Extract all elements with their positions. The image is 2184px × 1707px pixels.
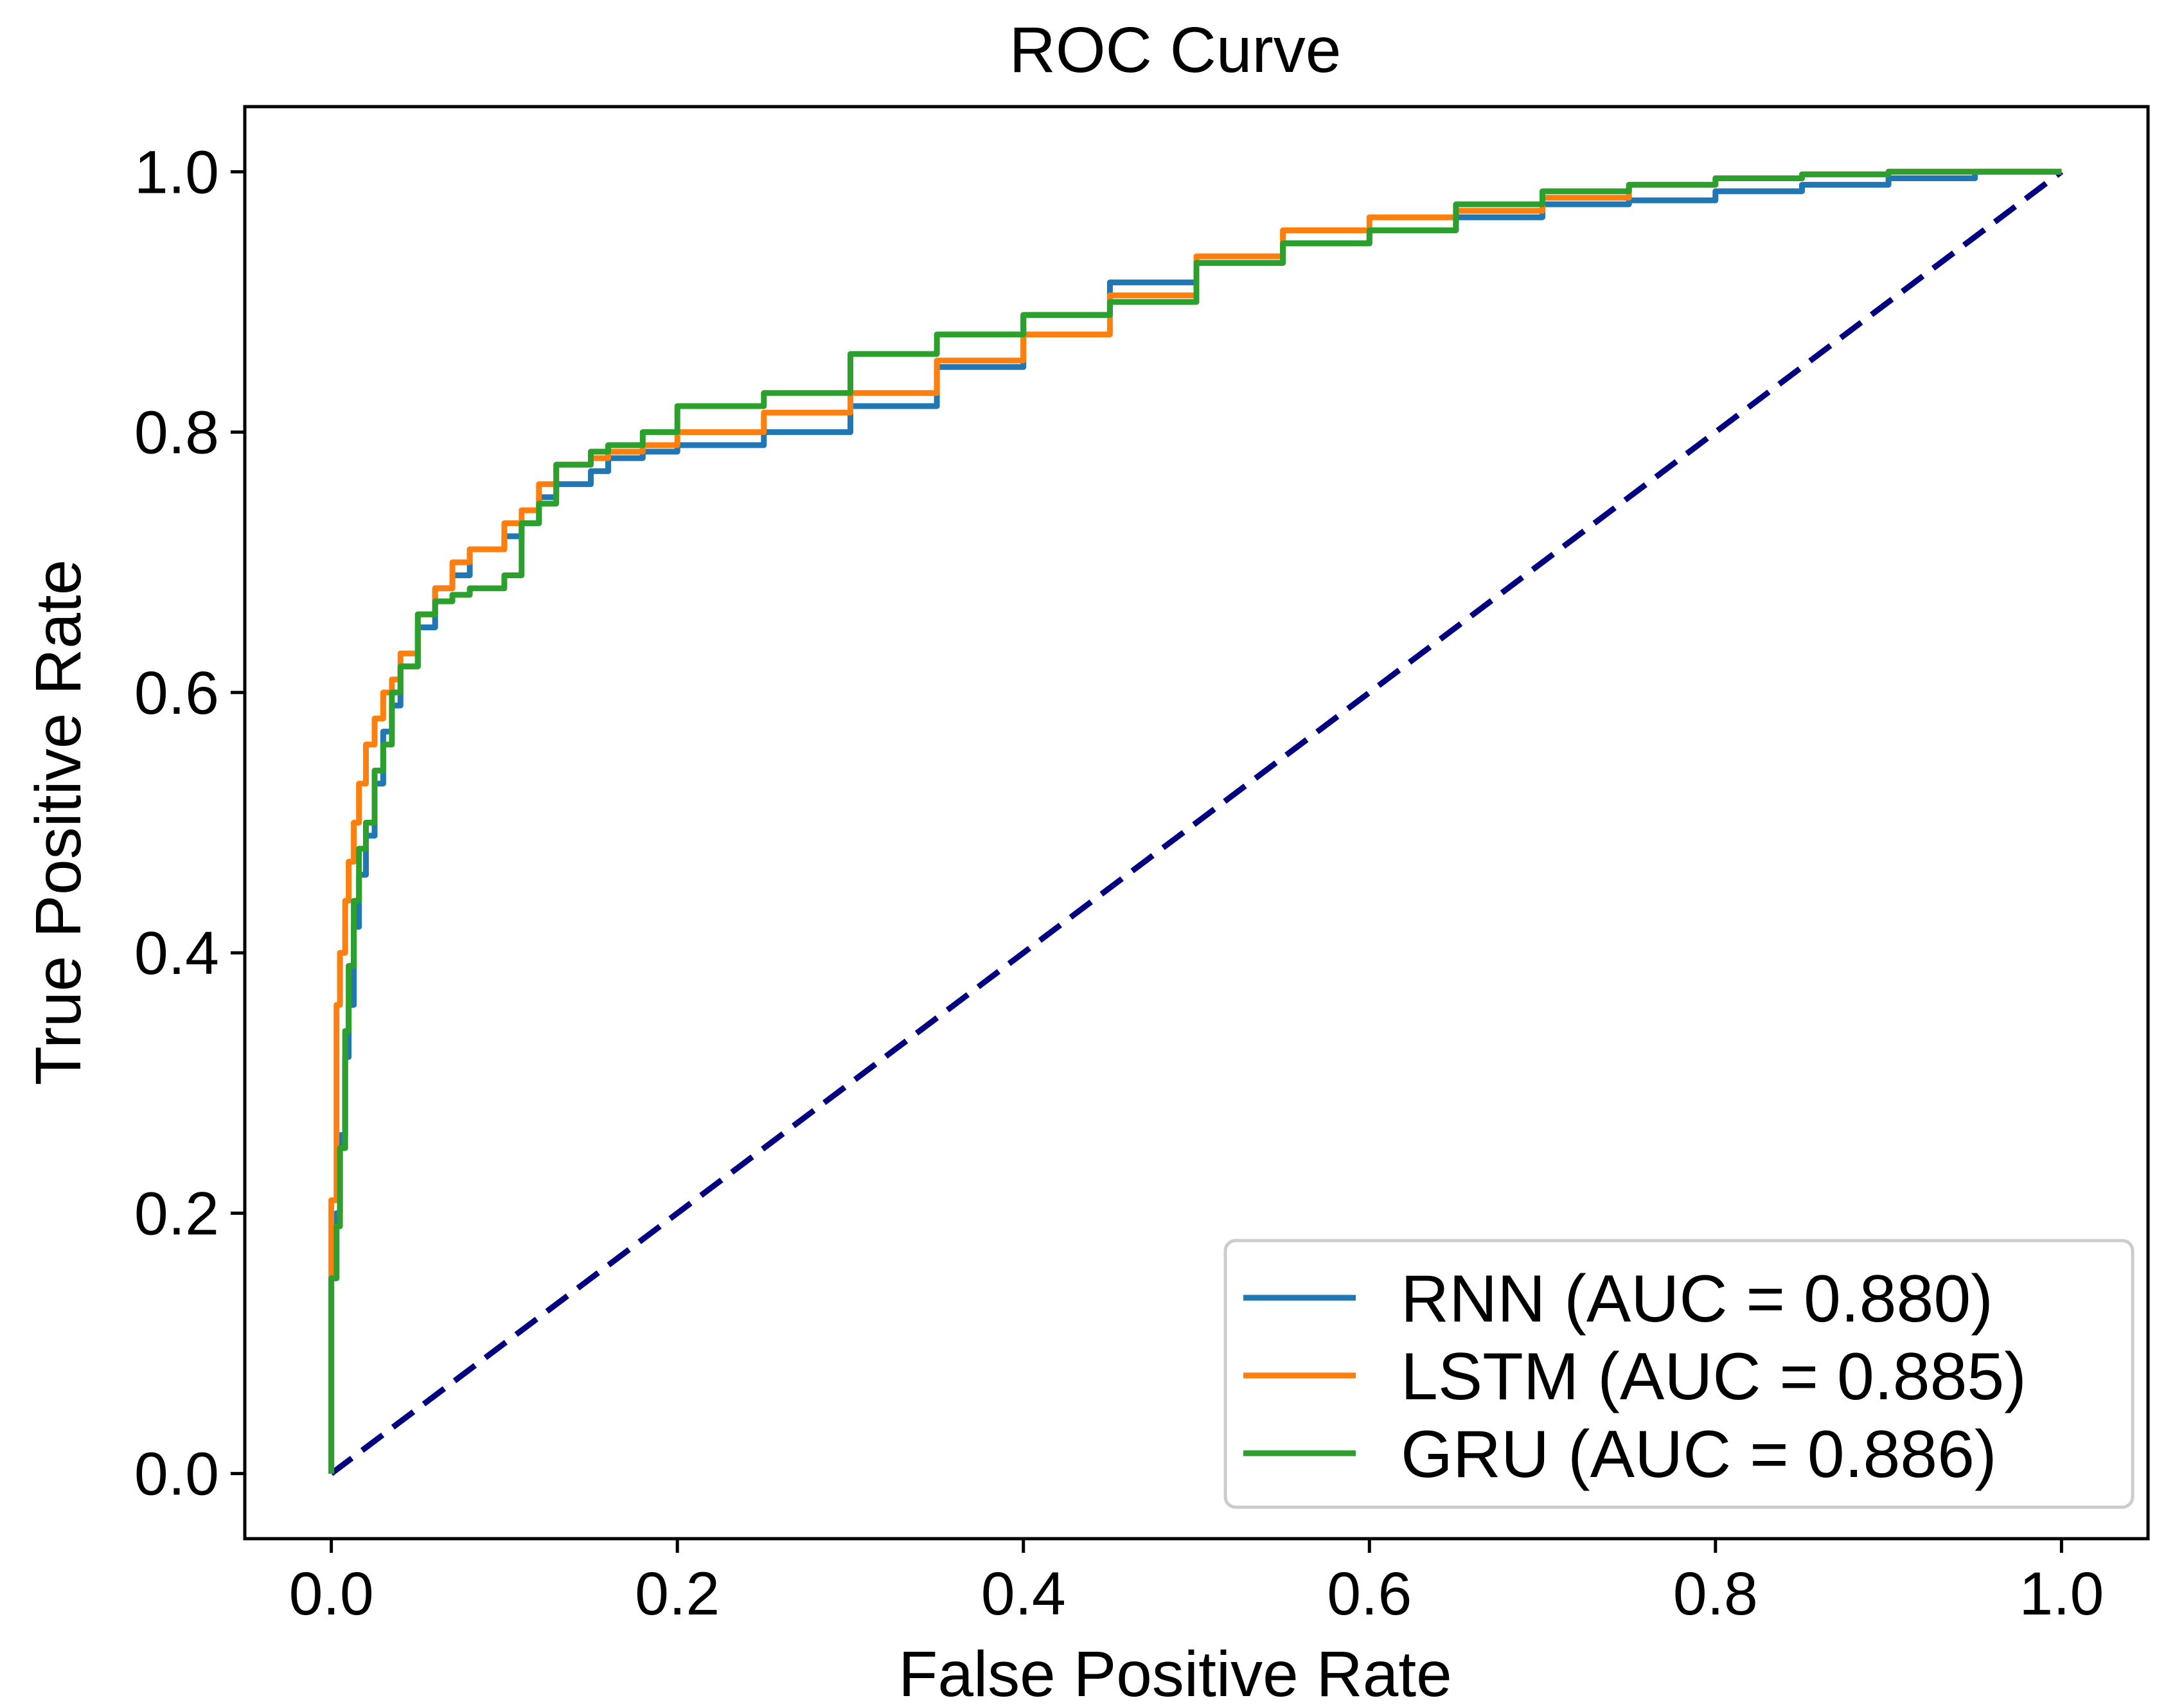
plot-area — [243, 105, 2150, 1541]
series-layer — [328, 168, 2062, 1474]
x-tick-label: 0.8 — [1673, 1560, 1758, 1628]
x-tick-label: 0.0 — [289, 1560, 374, 1628]
x-tick-label: 0.4 — [981, 1560, 1066, 1628]
x-axis-ticks: 0.0 0.2 0.4 0.6 0.8 1.0 — [289, 1539, 2104, 1628]
chart-title: ROC Curve — [1009, 14, 1342, 86]
reference-line-layer — [329, 169, 2064, 1476]
legend-label: LSTM (AUC = 0.885) — [1401, 1340, 2027, 1414]
plot-frame — [243, 105, 2150, 1541]
y-axis-title: True Positive Rate — [22, 560, 94, 1086]
legend: RNN (AUC = 0.880)LSTM (AUC = 0.885)GRU (… — [1223, 1239, 2135, 1509]
legend-items: RNN (AUC = 0.880)LSTM (AUC = 0.885)GRU (… — [1243, 1262, 2027, 1492]
y-tick-label: 0.0 — [134, 1440, 219, 1508]
legend-label: GRU (AUC = 0.886) — [1401, 1417, 1997, 1492]
x-tick-label: 1.0 — [2019, 1560, 2104, 1628]
y-tick-label: 0.4 — [134, 919, 219, 987]
legend-frame — [1223, 1239, 2135, 1509]
y-axis-ticks: 0.0 0.2 0.4 0.6 0.8 1.0 — [134, 138, 245, 1508]
legend-label: RNN (AUC = 0.880) — [1401, 1262, 1993, 1336]
reference-diagonal-line — [329, 169, 2064, 1476]
y-tick-label: 1.0 — [134, 138, 219, 206]
x-tick-label: 0.2 — [635, 1560, 720, 1628]
y-tick-label: 0.2 — [134, 1180, 219, 1248]
x-axis-title: False Positive Rate — [898, 1638, 1452, 1707]
series-line-3 — [328, 168, 2062, 1474]
y-tick-label: 0.8 — [134, 399, 219, 467]
x-tick-label: 0.6 — [1327, 1560, 1412, 1628]
y-tick-label: 0.6 — [134, 659, 219, 727]
